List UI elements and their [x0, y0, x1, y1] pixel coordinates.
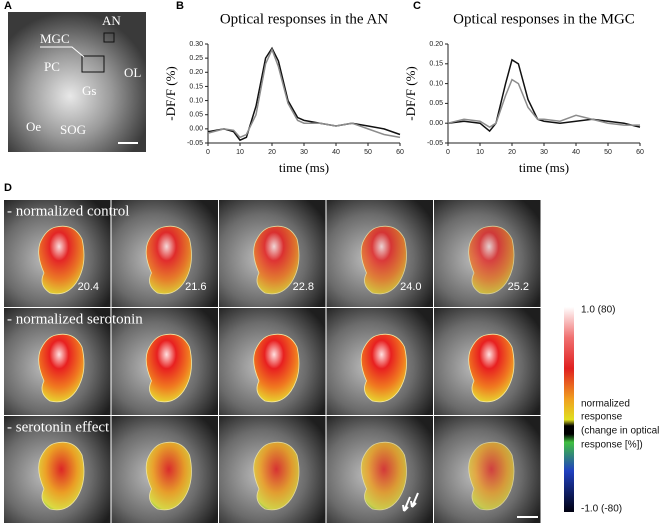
region-label: PC: [44, 59, 60, 74]
y-tick-label: 0.15: [189, 83, 203, 90]
time-label: 20.4: [78, 281, 99, 293]
activity-map: [38, 441, 85, 511]
activity-map: [145, 333, 192, 403]
colorbar-label: (change in optical: [581, 426, 659, 437]
x-axis-label: time (ms): [519, 160, 569, 175]
x-tick-label: 0: [206, 149, 210, 156]
x-tick-label: 20: [508, 149, 516, 156]
x-tick-label: 0: [446, 149, 450, 156]
panel-label: C: [413, 0, 421, 12]
time-label: 21.6: [185, 281, 206, 293]
colorbar-min: -1.0 (-80): [581, 504, 622, 515]
series-line: [207, 47, 401, 139]
y-tick-label: 0.10: [189, 97, 203, 104]
row-label: - normalized serotonin: [7, 311, 143, 327]
x-tick-label: 30: [540, 149, 548, 156]
y-tick-label: -0.05: [427, 140, 443, 147]
roi-box: [103, 32, 115, 43]
activity-map: [468, 441, 515, 511]
y-tick-label: 0.20: [429, 41, 443, 48]
brain-image: [8, 12, 146, 152]
arrow: [402, 496, 411, 512]
x-tick-label: 60: [396, 149, 404, 156]
image-grid: - normalized control - normalized seroton…: [4, 200, 541, 523]
colorbar-max: 1.0 (80): [581, 305, 615, 316]
region-label: Oe: [26, 119, 41, 134]
activity-map: [360, 333, 407, 403]
x-tick-label: 50: [364, 149, 372, 156]
region-label: Gs: [82, 83, 96, 98]
region-label: OL: [124, 65, 141, 80]
y-axis-label: -DF/F (%): [403, 66, 418, 121]
colorbar-label: normalized: [581, 399, 630, 410]
x-tick-label: 50: [604, 149, 612, 156]
activity-map: [38, 225, 85, 295]
activity-map: [468, 225, 515, 295]
activity-map: [145, 225, 192, 295]
activity-map: [253, 333, 300, 403]
panel-label: D: [4, 182, 12, 194]
region-label: SOG: [60, 122, 86, 137]
time-label: 24.0: [400, 281, 421, 293]
x-tick-label: 60: [636, 149, 644, 156]
colorbar-label: response: [581, 412, 623, 423]
y-tick-label: 0.00: [429, 120, 443, 127]
x-tick-label: 20: [268, 149, 276, 156]
activity-map: [253, 441, 300, 511]
row-label: - serotonin effect: [7, 419, 110, 435]
x-tick-label: 30: [300, 149, 308, 156]
y-axis-label: -DF/F (%): [163, 66, 178, 121]
time-label: 22.8: [293, 281, 314, 293]
region-label: AN: [102, 13, 121, 28]
series-line: [207, 46, 401, 142]
y-tick-label: 0.10: [429, 80, 443, 87]
row-label: - normalized control: [7, 203, 129, 219]
activity-map: [38, 333, 85, 403]
roi-box: [81, 55, 105, 73]
x-tick-label: 10: [476, 149, 484, 156]
x-tick-label: 40: [332, 149, 340, 156]
chart-title: Optical responses in the MGC: [453, 11, 635, 27]
y-tick-label: 0.30: [189, 41, 203, 48]
y-tick-label: 0.15: [429, 61, 443, 68]
pointer-line: [40, 46, 85, 58]
time-label: 25.2: [508, 281, 529, 293]
arrow: [410, 492, 419, 508]
x-tick-label: 40: [572, 149, 580, 156]
activity-map: [360, 441, 407, 511]
y-tick-label: -0.05: [187, 140, 203, 147]
activity-map: [253, 225, 300, 295]
colorbar-label: response [%]): [581, 440, 643, 451]
y-tick-label: 0.05: [429, 100, 443, 107]
panel-label: B: [176, 0, 184, 12]
region-label: MGC: [40, 31, 70, 46]
activity-map: [360, 225, 407, 295]
series-line: [447, 78, 640, 129]
activity-map: [145, 441, 192, 511]
y-tick-label: 0.25: [189, 55, 203, 62]
x-tick-label: 10: [236, 149, 244, 156]
y-tick-label: 0.20: [189, 69, 203, 76]
y-tick-label: 0.00: [189, 126, 203, 133]
y-tick-label: 0.05: [189, 112, 203, 119]
chart-title: Optical responses in the AN: [220, 11, 388, 27]
panel-label: A: [4, 0, 12, 12]
colorbar: [564, 307, 574, 512]
activity-map: [468, 333, 515, 403]
x-axis-label: time (ms): [279, 160, 329, 175]
